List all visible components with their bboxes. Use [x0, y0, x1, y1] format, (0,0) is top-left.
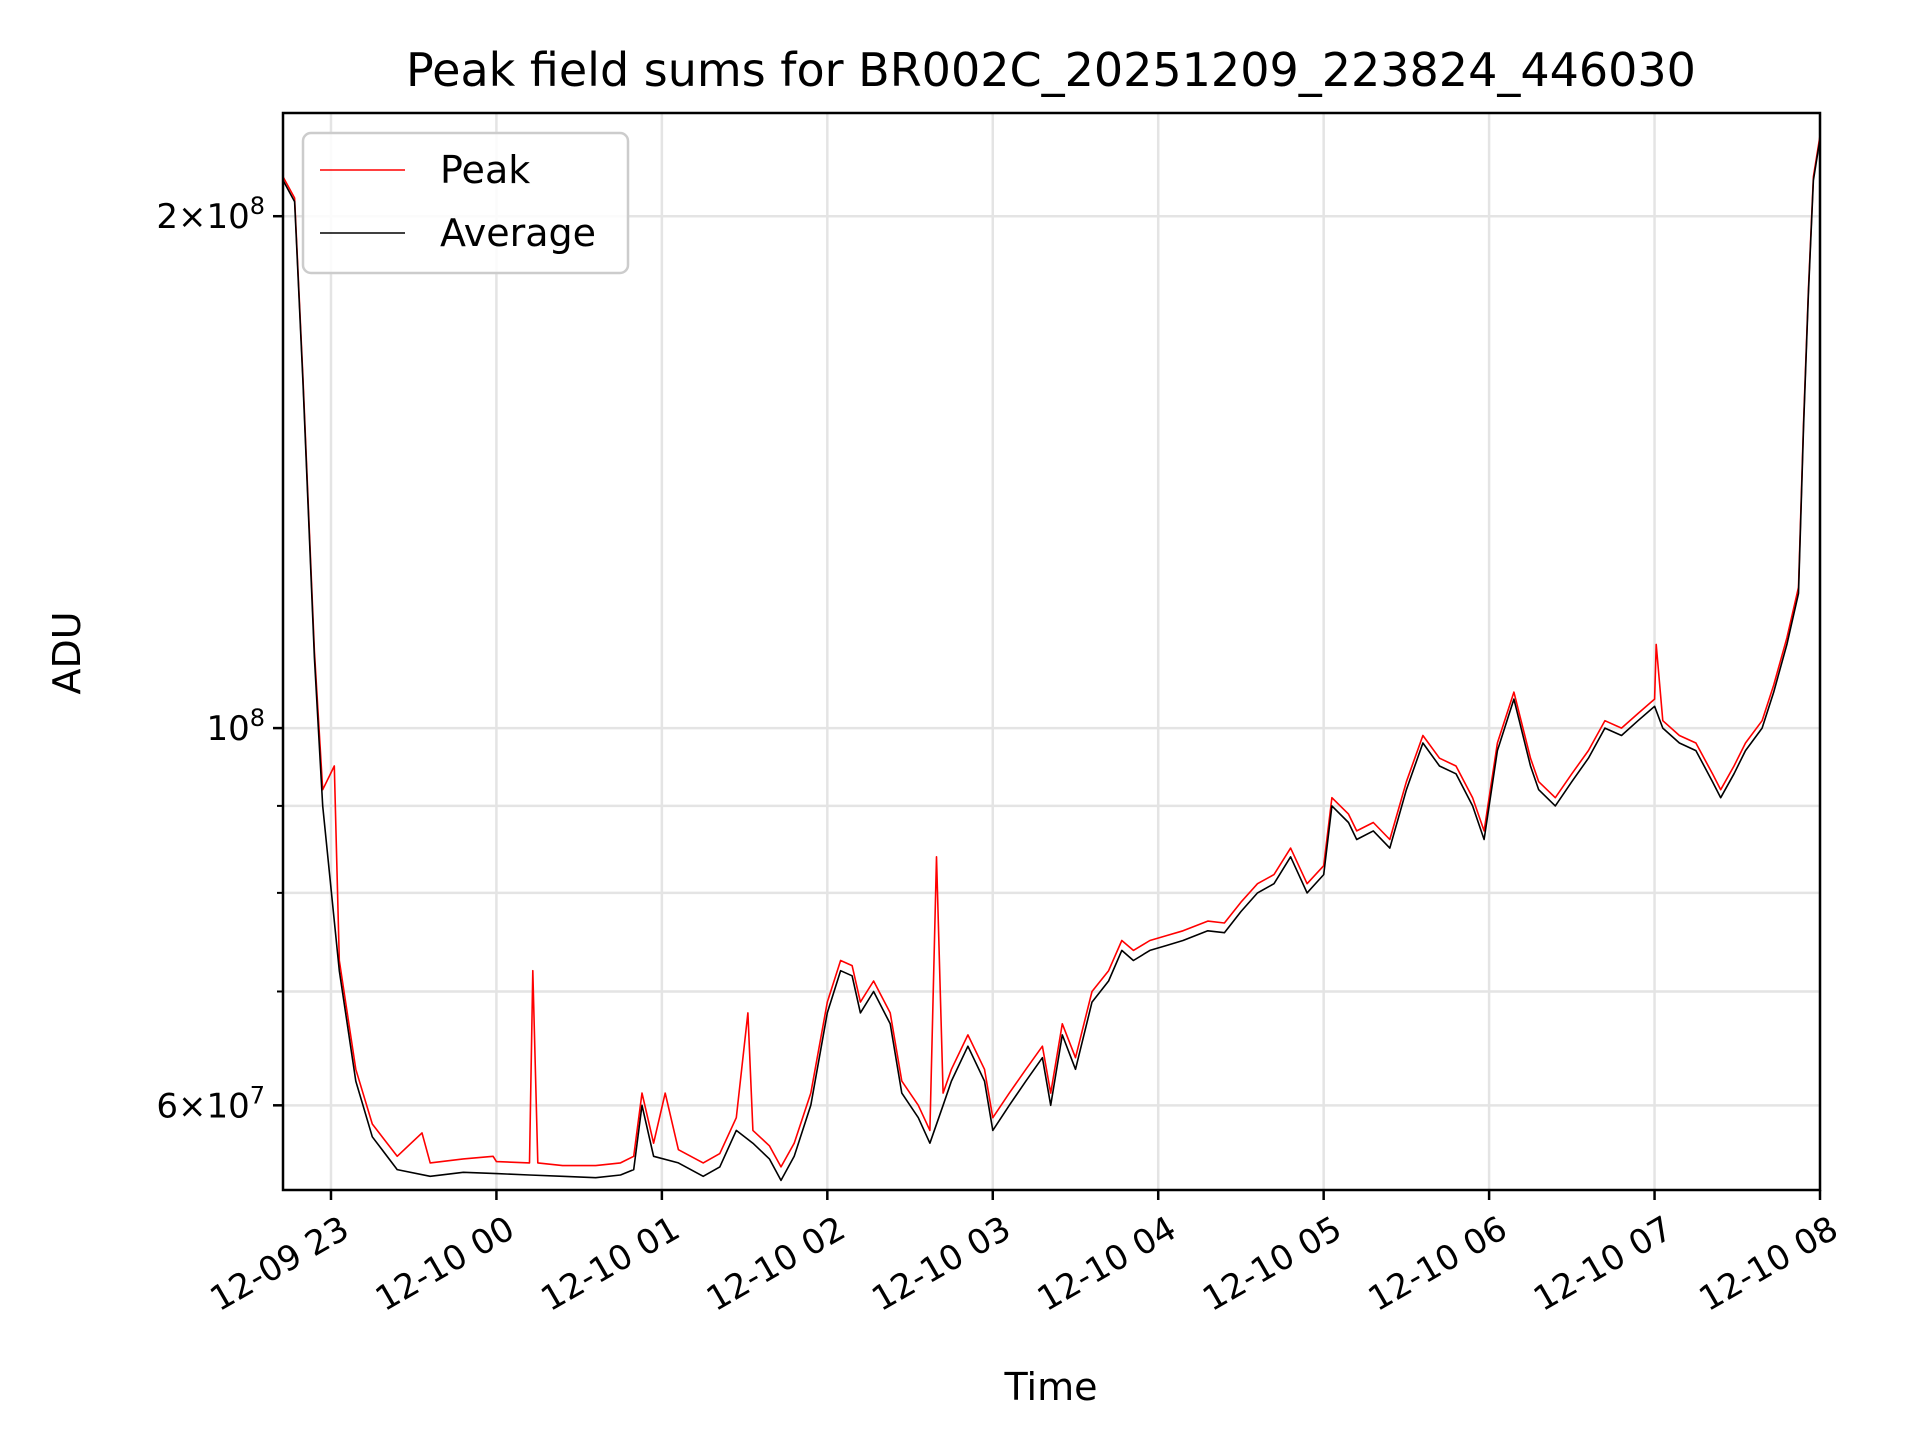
- chart-title: Peak field sums for BR002C_20251209_2238…: [406, 43, 1696, 97]
- y-axis-ticks: 2×108 108 6×107: [156, 192, 283, 1126]
- y-tick-label: 6×107: [156, 1081, 265, 1126]
- x-axis-label: Time: [1004, 1365, 1098, 1409]
- legend: Peak Average: [301, 131, 630, 275]
- legend-peak-label: Peak: [440, 148, 530, 192]
- y-tick-label: 108: [206, 704, 265, 749]
- series-layer: [283, 135, 1820, 1182]
- plot-frame: [281, 111, 1822, 1192]
- y-tick-label: 2×108: [156, 192, 265, 237]
- y-axis-label: ADU: [45, 611, 89, 694]
- series-line-average: [283, 138, 1820, 1182]
- series-line-peak: [283, 135, 1820, 1168]
- legend-average-label: Average: [440, 211, 596, 255]
- legend-box: [301, 131, 630, 275]
